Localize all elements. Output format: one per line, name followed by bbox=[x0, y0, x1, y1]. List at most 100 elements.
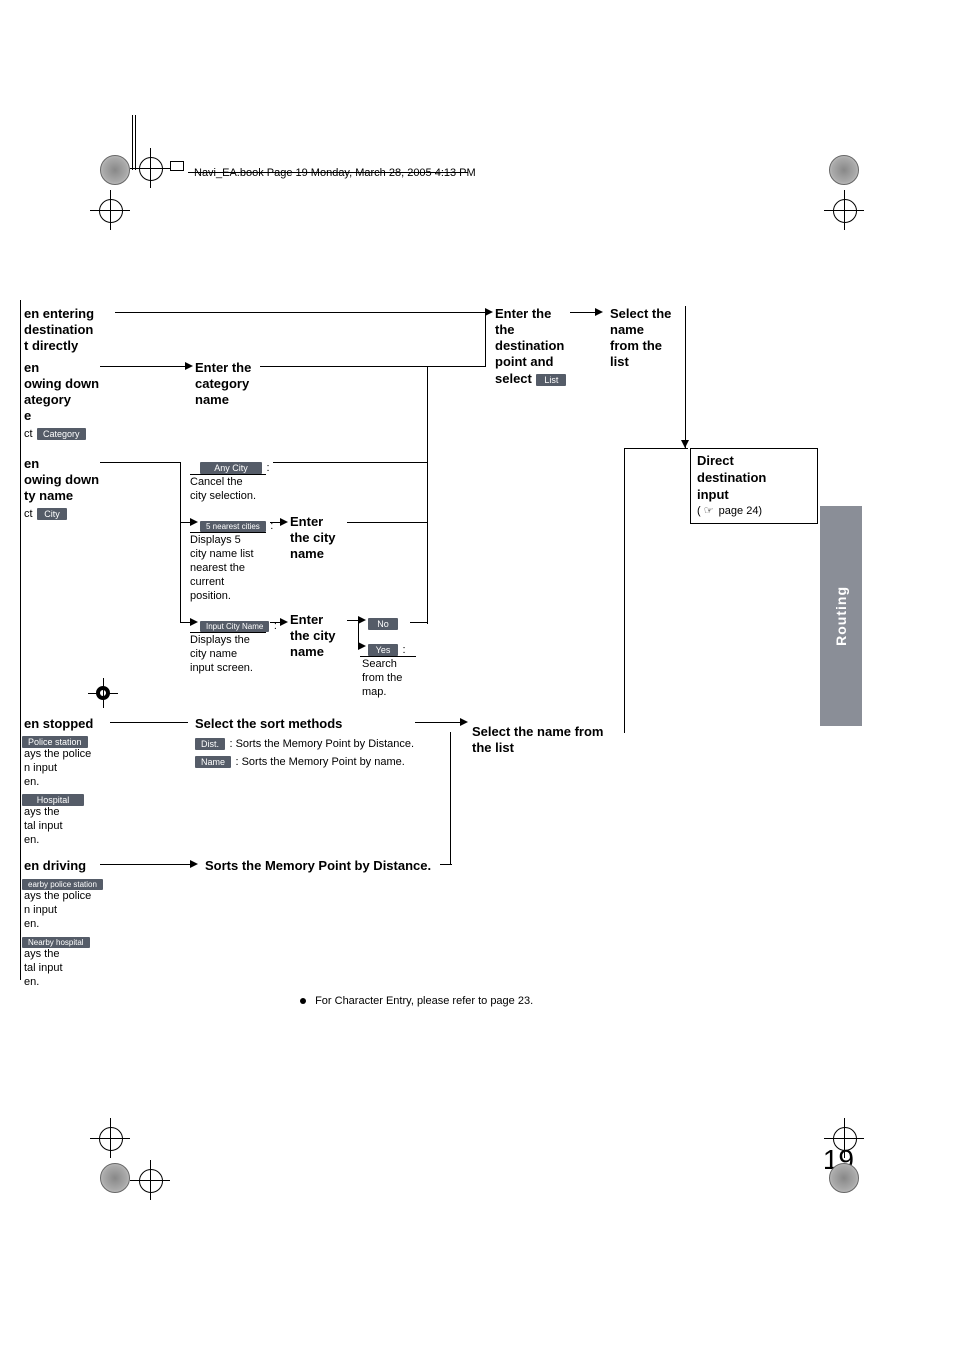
frame-line-tl-v bbox=[132, 115, 133, 170]
arrow-enter-select bbox=[595, 308, 603, 316]
cat-l3: ategory bbox=[24, 392, 71, 409]
line-selectlist-up-stub bbox=[624, 722, 625, 732]
line-enter-select bbox=[570, 312, 595, 313]
section-tab: Routing bbox=[820, 506, 862, 726]
input-city-button[interactable]: Input City Name bbox=[200, 621, 269, 632]
arrow-nearest-side bbox=[280, 518, 288, 526]
stopped-d2c: en. bbox=[24, 834, 39, 846]
inputcity-side2: the city bbox=[290, 628, 336, 645]
inputcity-d2: city name bbox=[190, 648, 237, 660]
any-city-button[interactable]: Any City bbox=[200, 462, 262, 474]
nearby-hospital-button[interactable]: Nearby hospital bbox=[22, 937, 90, 948]
reg-target-ml bbox=[88, 678, 118, 708]
line-sort-right bbox=[415, 722, 460, 723]
header-rule bbox=[188, 172, 468, 173]
header-bar: Navi_EA.book Page 19 Monday, March 28, 2… bbox=[170, 167, 470, 179]
driving-d1b: n input bbox=[24, 904, 57, 916]
stopped-d1c: en. bbox=[24, 776, 39, 788]
line-city-v bbox=[180, 462, 181, 622]
inputcity-d1: Displays the bbox=[190, 634, 250, 646]
arrow-to-no bbox=[358, 616, 366, 624]
driving-d2a: ays the bbox=[24, 948, 59, 960]
anycity-d1: Cancel the bbox=[190, 476, 243, 488]
anycity-d2: city selection. bbox=[190, 490, 256, 502]
entering-l1: en entering bbox=[24, 306, 94, 323]
reg-cross-tl bbox=[130, 148, 170, 188]
yes-s3: map. bbox=[362, 686, 386, 698]
enter-cat-l3: name bbox=[195, 392, 229, 409]
hand-icon: ☞ bbox=[704, 504, 714, 517]
city-l1: en bbox=[24, 456, 39, 473]
line-anycity-up-h bbox=[273, 462, 428, 463]
content-left-crop bbox=[20, 300, 21, 980]
name-button[interactable]: Name bbox=[195, 756, 231, 768]
arrow-to-direct bbox=[681, 440, 689, 448]
cat-l4: e bbox=[24, 408, 31, 425]
no-button-wrap: No bbox=[368, 614, 398, 632]
arrow-cat bbox=[185, 362, 193, 370]
no-button[interactable]: No bbox=[368, 618, 398, 630]
nearest-d2: city name list bbox=[190, 548, 254, 560]
line-driving-up-h bbox=[440, 864, 452, 865]
yes-s2: from the bbox=[362, 672, 402, 684]
selectname-l4: list bbox=[610, 354, 629, 371]
line-selectlist-vert bbox=[624, 448, 625, 722]
arrow-to-yes bbox=[358, 642, 366, 650]
nearest-d3: nearest the bbox=[190, 562, 245, 574]
frame-line-tl-v2 bbox=[135, 115, 136, 170]
driving-d1a: ays the police bbox=[24, 890, 91, 902]
reg-cross-bl bbox=[90, 1118, 130, 1158]
driving-d1c: en. bbox=[24, 918, 39, 930]
inputcity-d3: input screen. bbox=[190, 662, 253, 674]
line-nearest-up-h bbox=[347, 522, 427, 523]
header-text: Navi_EA.book Page 19 Monday, March 28, 2… bbox=[190, 167, 476, 179]
nearest-side2: the city bbox=[290, 530, 336, 547]
direct-box: Direct destination input ( ☞ page 24) bbox=[690, 448, 818, 524]
direct-ref-row: ( ☞ page 24) bbox=[697, 504, 811, 517]
line-driving-up bbox=[450, 732, 451, 864]
entering-l2: destination bbox=[24, 322, 93, 339]
line-stopped bbox=[110, 722, 188, 723]
arrow-city-b1 bbox=[190, 518, 198, 526]
direct-ref: page 24) bbox=[719, 505, 762, 517]
nearest-button[interactable]: 5 nearest cities bbox=[200, 521, 266, 532]
inputcity-rule bbox=[190, 632, 266, 633]
direct-l2: destination bbox=[697, 470, 811, 487]
line-cat-right bbox=[260, 366, 485, 367]
entering-l3: t directly bbox=[24, 338, 78, 355]
cat-sel: ct bbox=[24, 428, 33, 440]
arrow-sort-right bbox=[460, 718, 468, 726]
category-button[interactable]: Category bbox=[37, 428, 86, 440]
direct-l1: Direct bbox=[697, 453, 811, 470]
arrow-city-b2 bbox=[190, 618, 198, 626]
dist-button[interactable]: Dist. bbox=[195, 738, 225, 750]
city-button[interactable]: City bbox=[37, 508, 67, 520]
sort-dist-row: Dist. : Sorts the Memory Point by Distan… bbox=[195, 734, 414, 752]
stopped-d1b: n input bbox=[24, 762, 57, 774]
reg-cross-tr2 bbox=[824, 190, 864, 230]
arrow-entering bbox=[485, 308, 493, 316]
reg-cross-tl2 bbox=[90, 190, 130, 230]
arrow-driving bbox=[190, 860, 198, 868]
yes-colon: : bbox=[402, 644, 405, 656]
section-tab-label: Routing bbox=[833, 586, 849, 646]
selectlist-l1: Select the name from bbox=[472, 724, 604, 741]
reg-sphere-bl bbox=[100, 1163, 130, 1193]
stopped-d2a: ays the bbox=[24, 806, 59, 818]
list-button[interactable]: List bbox=[536, 374, 566, 386]
police-station-button[interactable]: Police station bbox=[22, 736, 88, 748]
line-city-b2 bbox=[180, 622, 190, 623]
footer-note: For Character Entry, please refer to pag… bbox=[300, 995, 533, 1007]
line-right-up bbox=[427, 366, 428, 624]
bullet-icon bbox=[300, 998, 306, 1004]
nearby-police-button[interactable]: earby police station bbox=[22, 879, 103, 890]
driving-sort: Sorts the Memory Point by Distance. bbox=[205, 858, 431, 875]
anycity-rule bbox=[190, 474, 266, 475]
driving-d2c: en. bbox=[24, 976, 39, 988]
yes-button[interactable]: Yes bbox=[368, 644, 398, 656]
inputcity-side1: Enter bbox=[290, 612, 323, 629]
enterdest-l5: select bbox=[495, 371, 532, 386]
city-l3: ty name bbox=[24, 488, 73, 505]
city-sel-row: ct City bbox=[24, 504, 67, 522]
hospital-button[interactable]: Hospital bbox=[22, 794, 84, 806]
